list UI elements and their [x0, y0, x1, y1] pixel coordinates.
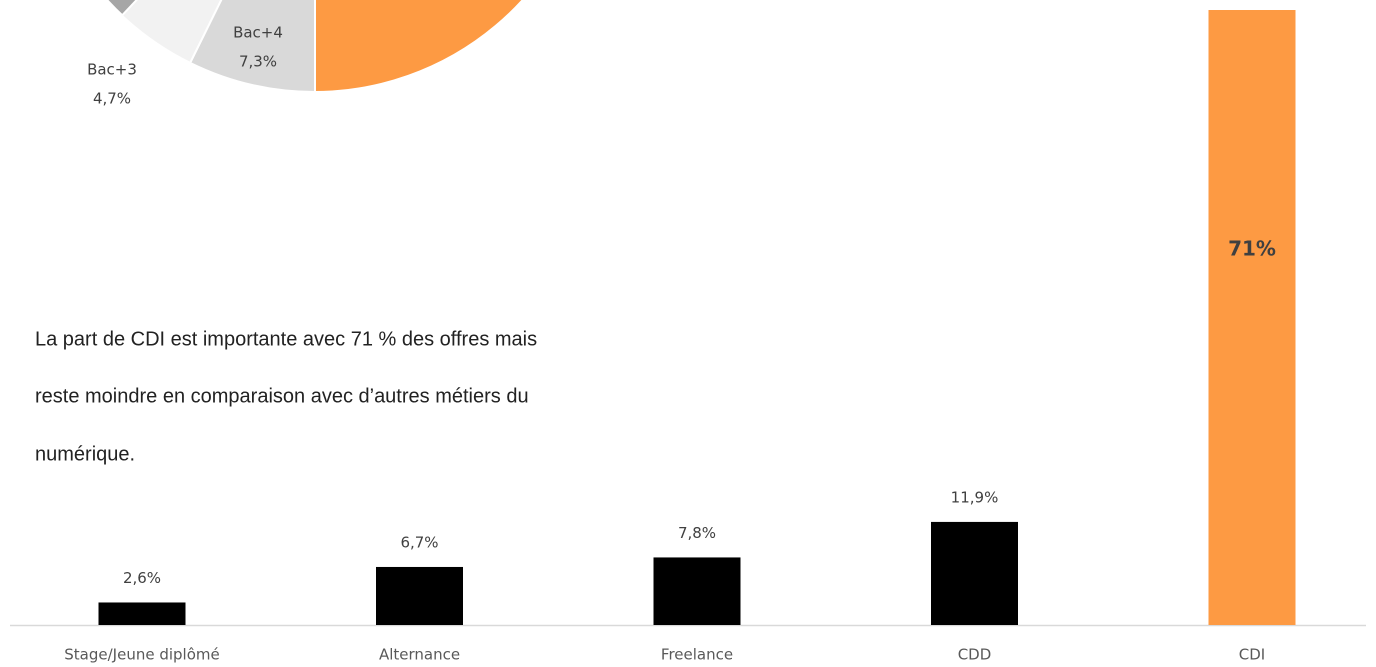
category-label: Alternance — [379, 646, 460, 664]
pie-slice — [120, 0, 223, 65]
bar — [98, 602, 186, 625]
bar — [931, 521, 1018, 625]
paragraph-line: reste moindre en comparaison avec d’autr… — [35, 385, 529, 407]
slice-value-label: 7,3% — [239, 53, 277, 71]
pie-slice-grey — [105, 0, 140, 18]
paragraph-line: La part de CDI est importante avec 71 % … — [35, 328, 537, 350]
bar — [653, 557, 741, 625]
bar-value-label: 11,9% — [951, 488, 999, 506]
slice-label: Bac+4 — [233, 24, 283, 42]
slice-value-label: 4,7% — [93, 90, 131, 108]
pie-chart: Bac+4 7,3% Bac+3 4,7% — [87, 0, 316, 108]
bar-value-label: 7,8% — [678, 524, 716, 542]
slice-label: Bac+3 — [87, 61, 137, 79]
pie-slice-orange — [314, 0, 524, 94]
bar-value-label: 2,6% — [123, 569, 161, 587]
paragraph-line: numérique. — [35, 443, 135, 465]
bar-value-label: 71% — [1228, 236, 1276, 260]
category-label: CDD — [958, 646, 992, 664]
category-label: CDI — [1239, 646, 1265, 664]
category-label: Stage/Jeune diplômé — [64, 646, 219, 664]
paragraph: La part de CDI est importante avec 71 % … — [35, 328, 537, 465]
bar — [376, 566, 463, 625]
category-label: Freelance — [661, 646, 733, 664]
bar-chart: 2,6% Stage/Jeune diplômé 6,7% Alternance 7,8… — [64, 10, 1296, 664]
pie-slice — [188, 0, 316, 94]
bar-value-label: 6,7% — [400, 533, 438, 551]
bar — [1208, 10, 1296, 625]
